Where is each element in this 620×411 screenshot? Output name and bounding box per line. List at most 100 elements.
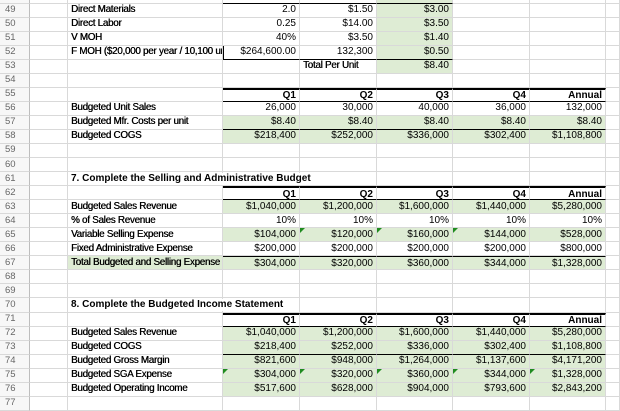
cell-H48[interactable] [530,0,606,4]
cell-C57[interactable]: Budgeted Mfr. Costs per unit [68,115,223,130]
cell-D59[interactable] [223,143,300,159]
cell-D57[interactable]: $8.40 [223,115,300,130]
cell-D62[interactable]: Q1 [223,186,300,201]
row-header-48[interactable] [0,0,30,4]
cell-H59[interactable] [530,143,606,159]
row-header-69[interactable]: 69 [0,284,30,299]
cell-H57[interactable]: $8.40 [530,115,606,130]
row-header-67[interactable]: 67 [0,256,30,271]
cell-I75[interactable] [606,368,620,383]
cell-F69[interactable] [377,284,453,299]
cell-E60[interactable] [300,158,377,173]
cell-G52[interactable] [453,45,530,60]
cell-H53[interactable] [530,59,606,74]
cell-E64[interactable]: 10% [300,214,377,229]
cell-B52[interactable] [30,45,68,60]
cell-G71[interactable]: Q4 [453,312,530,327]
cell-G65[interactable]: $144,000 [453,228,530,243]
cell-I72[interactable] [606,326,620,341]
cell-E63[interactable]: $1,200,000 [300,200,377,215]
cell-B75[interactable] [30,368,68,383]
row-header-77[interactable]: 77 [0,396,30,411]
row-header-53[interactable]: 53 [0,59,30,74]
cell-G69[interactable] [453,284,530,299]
cell-F52[interactable]: $0.50 [377,45,453,60]
cell-B71[interactable] [30,312,68,327]
cell-F74[interactable]: $1,264,000 [377,354,453,369]
cell-B66[interactable] [30,242,68,257]
cell-F60[interactable] [377,158,453,173]
cell-F59[interactable] [377,143,453,159]
cell-E77[interactable] [300,396,377,411]
cell-E59[interactable] [300,143,377,159]
cell-C73[interactable]: Budgeted COGS [68,340,223,355]
row-header-73[interactable]: 73 [0,340,30,355]
cell-D56[interactable]: 26,000 [223,101,300,116]
cell-I69[interactable] [606,284,620,299]
cell-C61[interactable]: 7. Complete the Selling and Administrati… [68,172,315,187]
cell-H61[interactable] [530,172,606,187]
cell-H66[interactable]: $800,000 [530,242,606,257]
cell-B51[interactable] [30,31,68,46]
cell-B53[interactable] [30,59,68,74]
cell-B48[interactable] [30,0,68,4]
cell-E55[interactable]: Q2 [300,87,377,102]
cell-G53[interactable] [453,59,530,74]
cell-E62[interactable]: Q2 [300,186,377,201]
row-header-64[interactable]: 64 [0,214,30,229]
cell-D68[interactable] [223,270,300,285]
cell-I61[interactable] [606,172,620,187]
cell-C52[interactable]: F MOH ($20,000 per year / 10,100 un [68,45,223,60]
cell-B72[interactable] [30,326,68,341]
cell-H76[interactable]: $2,843,200 [530,382,606,397]
cell-C59[interactable] [68,143,223,159]
cell-H54[interactable] [530,73,606,88]
cell-C48[interactable] [68,0,223,4]
cell-C72[interactable]: Budgeted Sales Revenue [68,326,223,341]
cell-F64[interactable]: 10% [377,214,453,229]
cell-F77[interactable] [377,396,453,411]
cell-E76[interactable]: $628,000 [300,382,377,397]
cell-C56[interactable]: Budgeted Unit Sales [68,101,223,116]
cell-D52[interactable]: $264,600.00 [223,45,300,60]
cell-G51[interactable] [453,31,530,46]
cell-G58[interactable]: $302,400 [453,129,530,144]
cell-C55[interactable] [68,87,223,102]
cell-F49[interactable]: $3.00 [377,3,453,18]
cell-H56[interactable]: 132,000 [530,101,606,116]
cell-H72[interactable]: $5,280,000 [530,326,606,341]
cell-I58[interactable] [606,129,620,144]
cell-D75[interactable]: $304,000 [223,368,300,383]
cell-G74[interactable]: $1,137,600 [453,354,530,369]
cell-E53[interactable]: Total Per Unit [300,59,377,74]
cell-D48[interactable] [223,0,300,4]
cell-G62[interactable]: Q4 [453,186,530,201]
cell-B64[interactable] [30,214,68,229]
cell-F51[interactable]: $1.40 [377,31,453,46]
cell-D54[interactable] [223,73,300,88]
cell-B68[interactable] [30,270,68,285]
cell-I74[interactable] [606,354,620,369]
row-header-66[interactable]: 66 [0,242,30,257]
cell-D66[interactable]: $200,000 [223,242,300,257]
cell-D55[interactable]: Q1 [223,87,300,102]
cell-I71[interactable] [606,312,620,327]
cell-F63[interactable]: $1,600,000 [377,200,453,215]
cell-B62[interactable] [30,186,68,201]
cell-F73[interactable]: $336,000 [377,340,453,355]
cell-B63[interactable] [30,200,68,215]
cell-C70[interactable]: 8. Complete the Budgeted Income Statemen… [68,298,288,313]
cell-E72[interactable]: $1,200,000 [300,326,377,341]
cell-D58[interactable]: $218,400 [223,129,300,144]
cell-E70[interactable] [300,298,377,313]
cell-D50[interactable]: 0.25 [223,17,300,32]
cell-F67[interactable]: $360,000 [377,256,453,271]
cell-G48[interactable] [453,0,530,4]
row-header-59[interactable]: 59 [0,143,30,159]
cell-F62[interactable]: Q3 [377,186,453,201]
cell-H62[interactable]: Annual [530,186,606,201]
cell-F55[interactable]: Q3 [377,87,453,102]
cell-B50[interactable] [30,17,68,32]
cell-I49[interactable] [606,3,620,18]
cell-I63[interactable] [606,200,620,215]
